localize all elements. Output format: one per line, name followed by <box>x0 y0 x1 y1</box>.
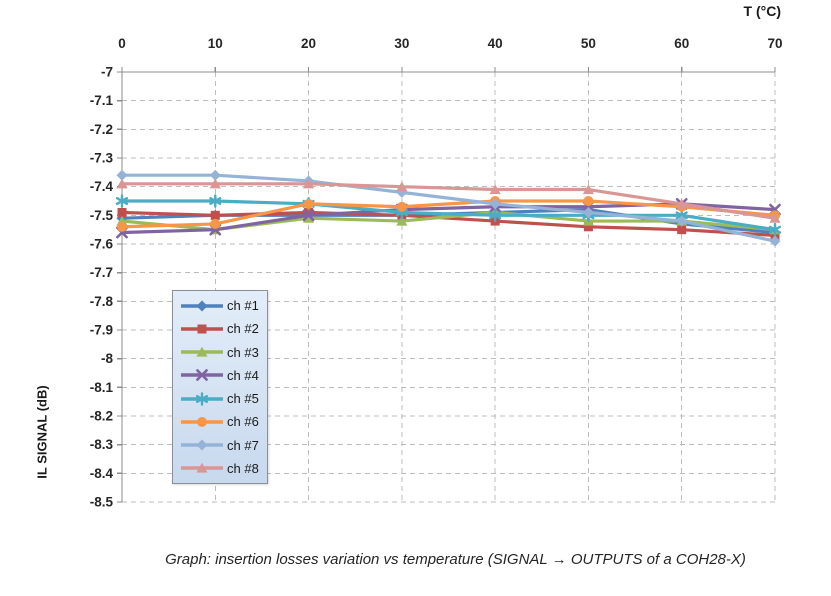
circle-marker <box>396 201 407 212</box>
circle-marker <box>303 198 314 209</box>
chart-caption: Graph: insertion losses variation vs tem… <box>165 551 746 568</box>
x-tick-label: 10 <box>208 36 223 51</box>
legend-key <box>181 324 223 334</box>
square-marker <box>197 324 207 334</box>
legend-item: ch #1 <box>179 295 267 317</box>
y-tick-label: -7.6 <box>90 237 114 252</box>
legend-key <box>181 346 223 357</box>
legend-key <box>181 463 223 473</box>
legend-item: ch #5 <box>179 388 267 410</box>
x-marker <box>196 369 208 382</box>
triangle-marker <box>396 181 408 192</box>
legend-item-label: ch #5 <box>227 391 259 407</box>
legend-item: ch #6 <box>179 411 267 433</box>
diamond-marker <box>489 198 501 210</box>
x-tick-label: 20 <box>301 36 316 51</box>
legend-item: ch #8 <box>179 457 267 479</box>
legend-item: ch #7 <box>179 434 267 456</box>
x-marker <box>302 209 315 222</box>
y-tick-label: -8.5 <box>90 495 114 510</box>
triangle-marker <box>302 178 315 189</box>
y-tick-label: -7.5 <box>90 208 114 223</box>
x-tick-label: 40 <box>488 36 503 51</box>
y-tick-label: -8.4 <box>90 466 114 481</box>
diamond-marker <box>582 206 594 218</box>
square-marker <box>677 225 687 235</box>
legend-key <box>181 439 223 451</box>
square-marker <box>304 207 314 217</box>
y-tick-label: -8 <box>101 351 113 366</box>
y-tick-label: -7.3 <box>90 151 114 166</box>
legend-key <box>181 416 223 427</box>
y-tick-label: -7.8 <box>90 294 114 309</box>
y-tick-label: -7 <box>101 65 113 80</box>
diamond-marker <box>676 215 688 227</box>
diamond-marker <box>196 439 208 451</box>
triangle-marker <box>396 215 408 226</box>
circle-marker <box>197 416 207 427</box>
legend-item: ch #2 <box>179 318 267 340</box>
diamond-marker <box>769 235 781 247</box>
diamond-marker <box>116 169 128 181</box>
x-tick-label: 70 <box>767 36 782 51</box>
series-ch-8 <box>116 178 781 223</box>
x-tick-label: 0 <box>118 36 126 51</box>
triangle-marker <box>489 184 501 195</box>
x-tick-label: 50 <box>581 36 596 51</box>
diamond-marker <box>209 169 221 181</box>
circle-marker <box>583 196 594 206</box>
x-axis-title: T (°C) <box>743 3 781 19</box>
triangle-marker <box>196 463 208 473</box>
legend-item: ch #3 <box>179 341 267 363</box>
asterisk-marker <box>489 208 502 223</box>
legend-item-label: ch #7 <box>227 437 259 453</box>
legend-key <box>181 369 223 382</box>
asterisk-marker <box>115 194 129 208</box>
legend-key <box>181 300 223 312</box>
legend-item-label: ch #1 <box>227 298 259 314</box>
y-tick-label: -7.9 <box>90 323 113 338</box>
legend-key <box>181 391 223 406</box>
legend-item-label: ch #8 <box>227 460 259 476</box>
triangle-marker <box>116 178 128 189</box>
legend-item-label: ch #3 <box>227 344 259 360</box>
y-tick-label: -7.4 <box>90 179 114 194</box>
circle-marker <box>117 221 127 232</box>
square-marker <box>583 222 593 232</box>
legend-item-label: ch #4 <box>227 367 259 383</box>
y-tick-label: -7.7 <box>90 265 113 280</box>
triangle-marker <box>676 198 688 209</box>
y-axis-title: IL SIGNAL (dB) <box>34 385 50 479</box>
y-tick-label: -7.1 <box>90 93 114 108</box>
legend-item: ch #4 <box>179 364 267 386</box>
legend: ch #1 ch #2 ch #3 ch #4 ch #5 ch #6 ch #7 ch #8 <box>172 290 268 484</box>
asterisk-marker <box>209 194 222 208</box>
triangle-marker <box>769 213 781 223</box>
x-tick-label: 60 <box>674 36 689 51</box>
asterisk-marker <box>195 391 209 406</box>
square-marker <box>210 210 220 220</box>
diamond-marker <box>196 300 208 312</box>
y-tick-label: -8.2 <box>90 409 113 424</box>
legend-item-label: ch #6 <box>227 414 259 430</box>
y-tick-label: -7.2 <box>90 122 113 137</box>
legend-item-label: ch #2 <box>227 321 259 337</box>
y-tick-label: -8.3 <box>90 437 114 452</box>
square-marker <box>117 207 127 217</box>
triangle-marker <box>582 184 595 195</box>
asterisk-marker <box>768 222 782 237</box>
circle-marker <box>210 218 221 229</box>
triangle-marker <box>209 178 221 189</box>
x-tick-label: 30 <box>394 36 409 51</box>
triangle-marker <box>302 213 315 223</box>
triangle-marker <box>196 346 208 357</box>
y-tick-label: -8.1 <box>90 380 114 395</box>
